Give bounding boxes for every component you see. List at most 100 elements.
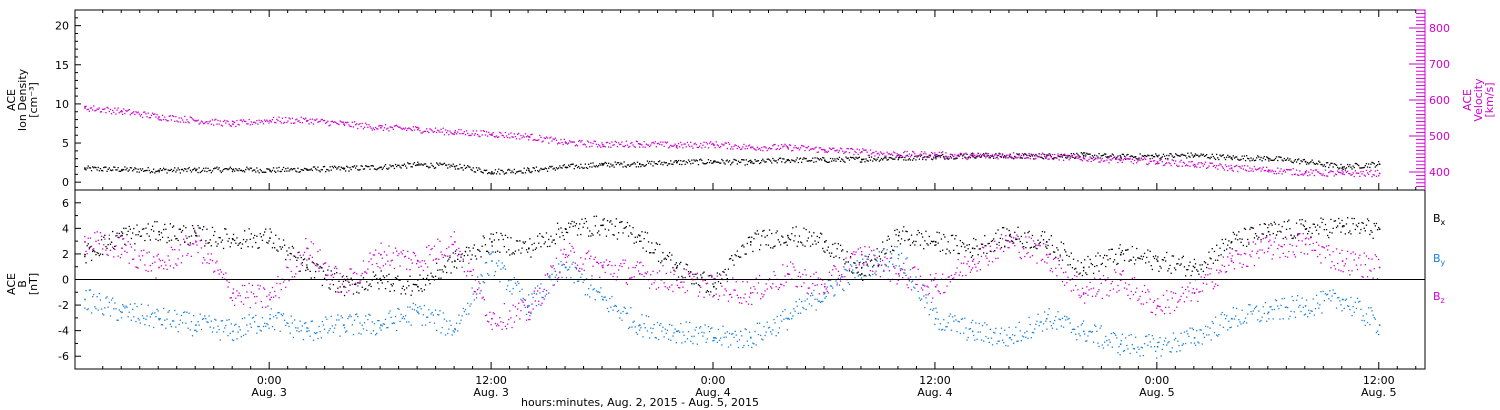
bz-series-sample [1025, 236, 1027, 238]
bz-series-sample [135, 266, 137, 268]
density-series-sample [955, 157, 957, 160]
velocity-series-point [1341, 173, 1344, 175]
velocity-series-sample [939, 156, 941, 159]
density-series-sample [201, 169, 204, 172]
bz-series-sample [240, 301, 242, 303]
by-series-sample [1097, 342, 1099, 344]
by-series-sample [1005, 344, 1007, 347]
bz-series-sample [93, 248, 95, 250]
by-series-sample [341, 317, 343, 319]
velocity-series-sample [1294, 173, 1297, 175]
velocity-series-sample [1227, 169, 1229, 172]
density-series-sample [685, 161, 687, 163]
velocity-series-sample [660, 141, 662, 143]
density-series-sample [335, 166, 337, 168]
velocity-series-sample [406, 129, 408, 132]
bz-series-sample [809, 275, 812, 278]
by-series-sample [1234, 315, 1237, 317]
bx-series-sample [110, 241, 113, 243]
bz-series-sample [1226, 271, 1228, 273]
bx-series-sample [200, 239, 203, 241]
density-series-sample [1169, 153, 1171, 155]
density-series-sample [503, 173, 505, 175]
by-series-sample [434, 309, 437, 311]
by-series-sample [1323, 300, 1325, 302]
bz-series-sample [1310, 236, 1312, 238]
by-series-sample [1253, 308, 1256, 310]
bz-series-sample [167, 255, 169, 257]
velocity-series-sample [1051, 154, 1054, 156]
bz-series-sample [989, 245, 991, 247]
by-series-sample [1352, 306, 1354, 308]
density-series-sample [191, 169, 194, 171]
velocity-series-sample [844, 151, 846, 153]
density-series-sample [1321, 163, 1323, 166]
by-series-sample [611, 295, 613, 298]
density-series-sample [1099, 157, 1101, 159]
by-series-sample [1155, 350, 1157, 352]
velocity-series-sample [1149, 160, 1151, 162]
bz-series-sample [1017, 235, 1019, 238]
velocity-series-sample [558, 142, 560, 144]
by-series-point [971, 330, 974, 333]
by-series-sample [189, 329, 191, 331]
density-series-sample [599, 163, 601, 165]
velocity-series-sample [527, 135, 529, 137]
bz-series-sample [477, 289, 479, 291]
bz-series-sample [531, 303, 533, 305]
density-series-sample [1217, 157, 1219, 159]
density-series-sample [458, 168, 460, 170]
bz-series-point [158, 266, 160, 269]
by-series-sample [369, 314, 371, 316]
density-series-sample [1069, 157, 1071, 159]
by-series-sample [1133, 348, 1136, 350]
by-series-sample [1032, 332, 1035, 334]
density-series-sample [1283, 157, 1285, 160]
bz-series-sample [175, 263, 177, 265]
velocity-series-sample [532, 139, 534, 141]
velocity-series-sample [809, 148, 812, 150]
bx-series-point [713, 285, 715, 288]
density-series-sample [1301, 161, 1303, 163]
velocity-series-sample [1042, 153, 1045, 155]
velocity-series-sample [420, 132, 422, 134]
bz-series-sample [1375, 255, 1378, 258]
density-series-sample [1213, 157, 1216, 159]
density-series-sample [328, 170, 330, 172]
by-series-sample [1141, 347, 1143, 349]
velocity-series-sample [200, 120, 203, 122]
density-series-sample [472, 167, 474, 169]
bx-series-sample [194, 231, 196, 233]
density-series-sample [757, 160, 760, 162]
velocity-series-sample [781, 144, 783, 146]
density-series-sample [758, 162, 761, 165]
density-series-sample [1237, 158, 1239, 160]
by-series-sample [1092, 341, 1095, 343]
bz-series-sample [1091, 295, 1094, 297]
velocity-series-sample [472, 130, 474, 132]
density-series-sample [424, 163, 427, 165]
density-series-sample [249, 167, 251, 169]
by-series-sample [1107, 344, 1109, 346]
velocity-series-sample [723, 144, 725, 146]
density-series-sample [392, 165, 394, 167]
bz-series-sample [1358, 257, 1360, 259]
density-series-sample [461, 167, 463, 169]
bz-series-sample [153, 256, 155, 258]
velocity-series-sample [370, 127, 372, 129]
by-series-sample [676, 330, 679, 332]
density-series-sample [387, 168, 389, 170]
bx-series-sample [205, 240, 207, 242]
density-series-sample [1193, 155, 1196, 157]
by-series-sample [619, 317, 621, 319]
bz-series-sample [518, 302, 520, 304]
density-series-sample [453, 165, 455, 168]
by-series-sample [823, 293, 825, 295]
density-series-sample [1078, 155, 1080, 157]
bx-series-point [639, 234, 641, 237]
velocity-series-sample [270, 121, 272, 123]
density-series-sample [449, 166, 451, 168]
velocity-series-sample [1130, 161, 1132, 163]
density-series-sample [1361, 167, 1363, 169]
velocity-series-sample [1313, 174, 1315, 177]
